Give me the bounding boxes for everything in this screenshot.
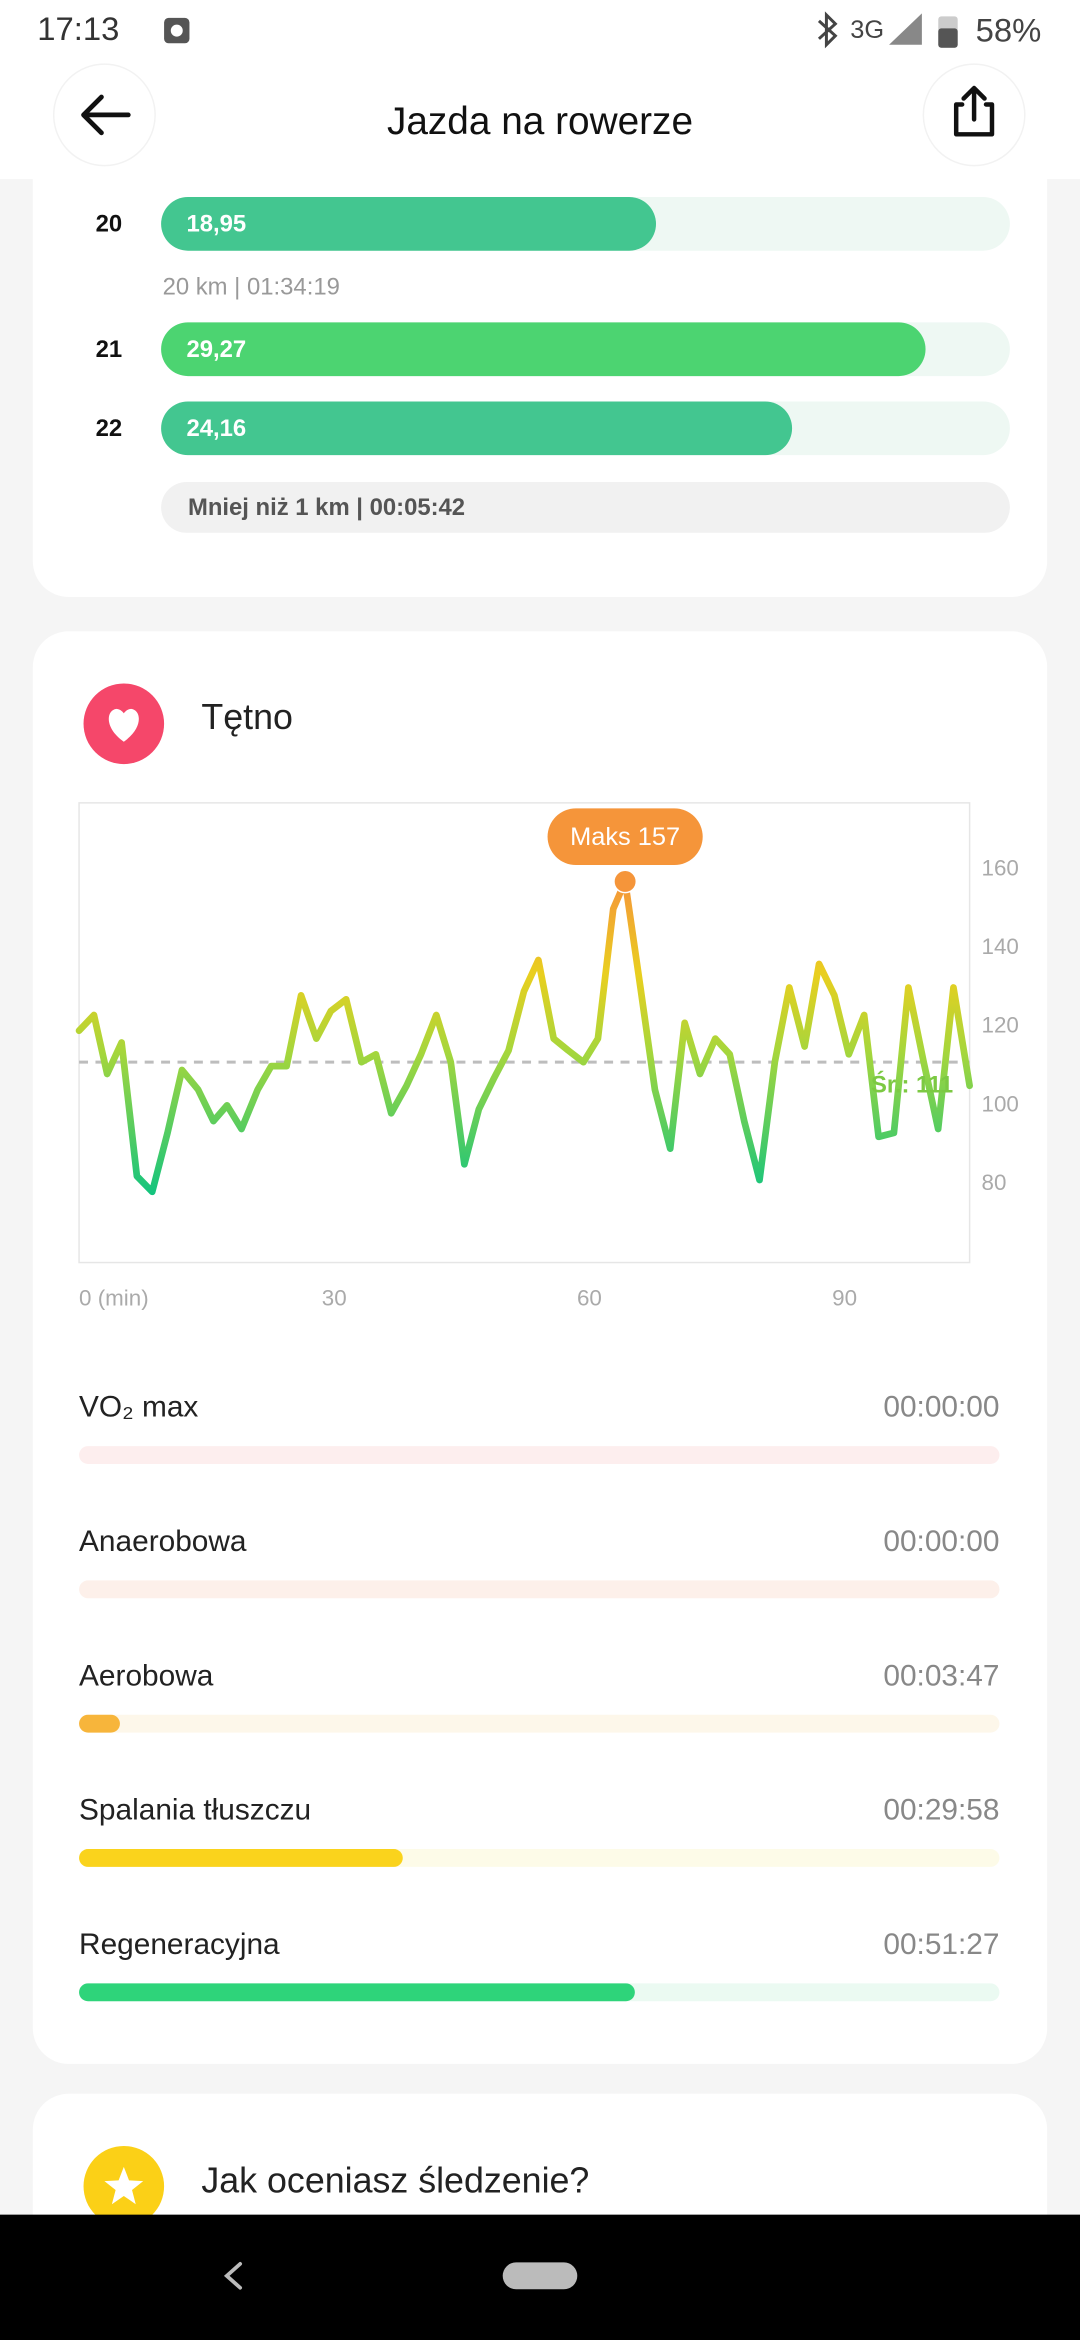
split-value: 29,27 (186, 336, 246, 363)
x-tick-label: 60 (577, 1286, 602, 1311)
x-tick-label: 0 (min) (79, 1286, 149, 1311)
zone-track (79, 1714, 1000, 1733)
status-time: 17:13 (37, 10, 119, 47)
zone-track (79, 1580, 1000, 1599)
zones: VO₂ max 00:00:00 Anaerobowa 00:00:00 Aerobow… (79, 1391, 999, 2002)
max-point (613, 869, 638, 894)
split-km: 20 (96, 211, 123, 238)
y-tick-label: 140 (982, 934, 1019, 959)
zone-track (79, 1446, 1000, 1464)
status-icon (170, 24, 183, 37)
split-footer: Mniej niż 1 km | 00:05:42 (188, 494, 465, 521)
share-icon[interactable] (953, 85, 995, 137)
y-tick-label: 80 (982, 1170, 1007, 1195)
x-tick-label: 30 (322, 1286, 347, 1311)
split-bar (161, 196, 657, 251)
splits: 20 18,95 21 29,27 22 24,16 20 km | 01:34:19 Mni… (96, 196, 1010, 533)
back-arrow[interactable] (81, 94, 131, 136)
bluetooth-icon (817, 11, 838, 49)
status-network: 3G (850, 16, 884, 44)
zone-bar (79, 1983, 635, 2002)
split-bar (161, 322, 926, 377)
average-label: Śr.: 111 (871, 1070, 953, 1098)
signal-icon (889, 13, 922, 45)
zone-name: Anaerobowa (79, 1525, 247, 1558)
star-icon (104, 2166, 144, 2205)
back-button[interactable] (52, 63, 156, 167)
split-value: 18,95 (186, 211, 246, 238)
zone-name: VO₂ max (79, 1391, 198, 1424)
x-tick-label: 90 (832, 1286, 857, 1311)
rating-question[interactable]: Jak oceniasz śledzenie? (201, 2161, 589, 2201)
heart-chart: 80 100 120 140 160 0 (min) 30 60 90 Śr.: 111 Maks … (75, 808, 1019, 1311)
y-tick-label: 120 (982, 1013, 1019, 1038)
zone-time: 00:00:00 (883, 1391, 999, 1424)
split-note: 20 km | 01:34:19 (163, 273, 340, 300)
max-label-bg (547, 808, 703, 866)
split-bar (161, 401, 793, 456)
zone-time: 00:29:58 (883, 1794, 999, 1827)
battery-level (938, 28, 958, 48)
zone-time: 00:51:27 (883, 1928, 999, 1961)
zone-bar (79, 1714, 120, 1733)
zone-name: Spalania tłuszczu (79, 1794, 311, 1827)
split-km: 22 (96, 415, 123, 442)
share-button[interactable] (922, 63, 1026, 167)
header-title: Jazda na rowerze (387, 100, 693, 143)
status-battery: 58% (976, 11, 1042, 48)
split-footer-bg (161, 482, 1010, 533)
nav-home[interactable] (502, 2262, 578, 2290)
nav-back[interactable] (223, 2262, 243, 2290)
max-label: Maks 157 (570, 823, 680, 851)
heart-card (32, 631, 1048, 2064)
zone-time: 00:03:47 (883, 1659, 999, 1692)
heart-icon (108, 708, 139, 742)
split-km: 21 (96, 336, 123, 363)
y-tick-label: 160 (982, 856, 1019, 881)
heart-rate-line (75, 878, 973, 1196)
zone-time: 00:00:00 (883, 1525, 999, 1558)
zone-name: Aerobowa (79, 1659, 214, 1692)
heart-title: Tętno (201, 697, 293, 737)
zone-name: Regeneracyjna (79, 1928, 280, 1961)
split-value: 24,16 (186, 415, 246, 442)
y-tick-label: 100 (982, 1091, 1019, 1116)
zone-bar (79, 1849, 403, 1867)
